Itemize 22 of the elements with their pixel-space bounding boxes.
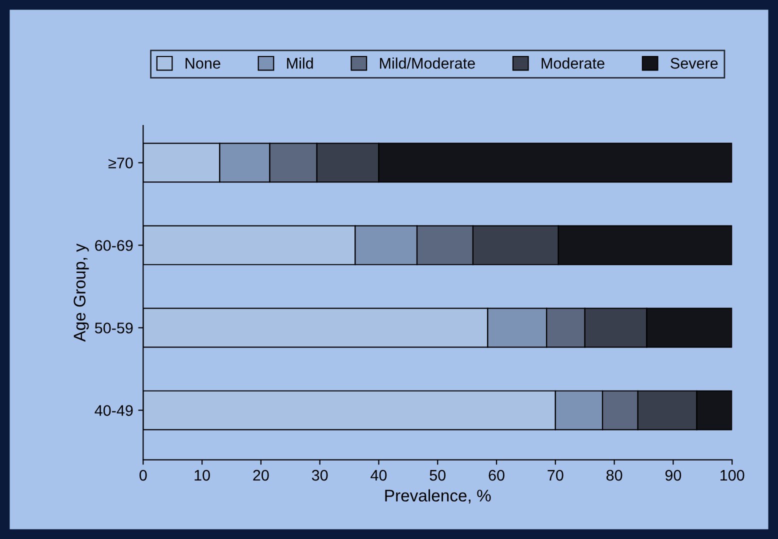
x-tick-label: 0 [140, 470, 147, 481]
y-tick-label: 60-69 [95, 240, 133, 251]
y-tick-label: ≥70 [108, 158, 133, 168]
x-tick-label: 70 [548, 470, 564, 481]
x-tick-label: 80 [606, 470, 622, 481]
legend-label: Moderate [542, 57, 604, 69]
x-tick-label: 10 [194, 470, 210, 481]
x-axis-title: Prevalence, % [385, 489, 491, 504]
x-tick-label: 30 [312, 470, 328, 481]
x-tick-label: 40 [370, 470, 387, 481]
legend-label: Severe [670, 58, 718, 69]
y-tick-label: 50-59 [94, 322, 133, 334]
x-tick-label: 90 [665, 470, 682, 481]
x-tick-label: 60 [488, 470, 504, 481]
x-tick-label: 100 [720, 470, 744, 481]
legend-label: Mild/Moderate [380, 57, 475, 69]
x-tick-label: 20 [253, 470, 269, 481]
legend-label: None [186, 58, 220, 69]
y-axis-title: Age Group, y [74, 244, 89, 342]
y-tick-label: 40-49 [94, 405, 133, 416]
x-tick-label: 50 [430, 470, 446, 481]
legend-label: Mild [287, 57, 313, 69]
